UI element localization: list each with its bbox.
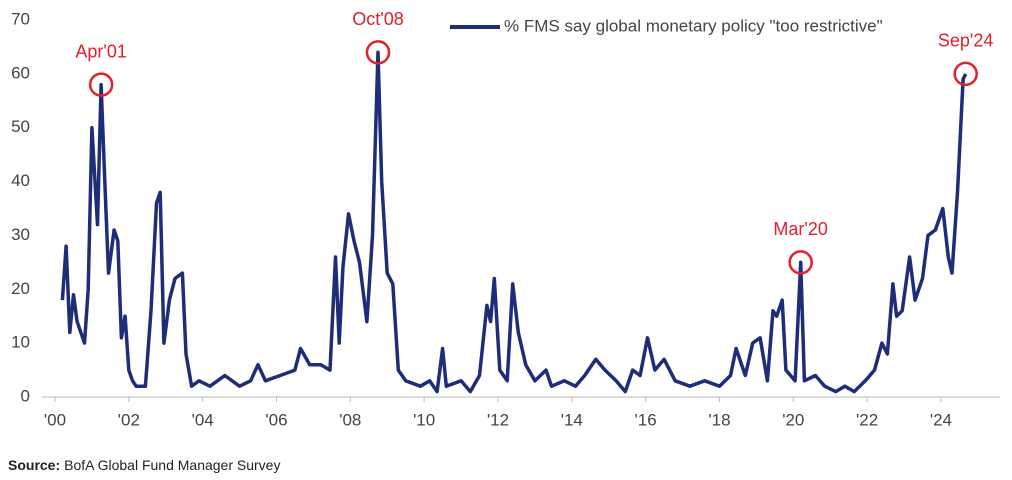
x-tick-label: '22 bbox=[856, 410, 878, 429]
x-tick-label: '10 bbox=[413, 410, 435, 429]
y-tick-label: 0 bbox=[21, 386, 30, 405]
y-tick-label: 10 bbox=[11, 333, 30, 352]
source-label: Source: bbox=[8, 457, 60, 473]
annotation-circle bbox=[953, 61, 978, 87]
x-tick-label: '16 bbox=[635, 410, 657, 429]
source: Source: BofA Global Fund Manager Survey bbox=[8, 457, 280, 473]
annotation-circle bbox=[88, 72, 114, 97]
x-tick-label: '18 bbox=[708, 410, 730, 429]
y-tick-label: 70 bbox=[11, 9, 30, 28]
y-tick-label: 20 bbox=[11, 279, 30, 298]
x-tick-label: '02 bbox=[118, 410, 140, 429]
annotation-circle bbox=[365, 40, 391, 65]
y-tick-label: 40 bbox=[11, 171, 30, 190]
source-text: BofA Global Fund Manager Survey bbox=[64, 457, 280, 473]
x-tick-label: '24 bbox=[930, 410, 952, 429]
x-tick-label: '08 bbox=[339, 410, 361, 429]
y-tick-label: 30 bbox=[11, 225, 30, 244]
annotation-label: Oct'08 bbox=[352, 9, 403, 29]
x-tick-label: '06 bbox=[265, 410, 287, 429]
annotation-label: Apr'01 bbox=[75, 41, 126, 61]
annotation-label: Mar'20 bbox=[773, 219, 827, 239]
legend-label: % FMS say global monetary policy "too re… bbox=[504, 16, 883, 35]
x-tick-label: '20 bbox=[782, 410, 804, 429]
series-line bbox=[60, 50, 968, 394]
x-tick-label: '14 bbox=[561, 410, 583, 429]
y-tick-label: 60 bbox=[11, 63, 30, 82]
x-tick-label: '12 bbox=[487, 410, 509, 429]
annotation-label: Sep'24 bbox=[938, 31, 994, 51]
annotation-circle bbox=[788, 250, 813, 275]
y-tick-label: 50 bbox=[11, 117, 30, 136]
x-tick-label: '04 bbox=[192, 410, 214, 429]
x-tick-label: '00 bbox=[44, 410, 66, 429]
